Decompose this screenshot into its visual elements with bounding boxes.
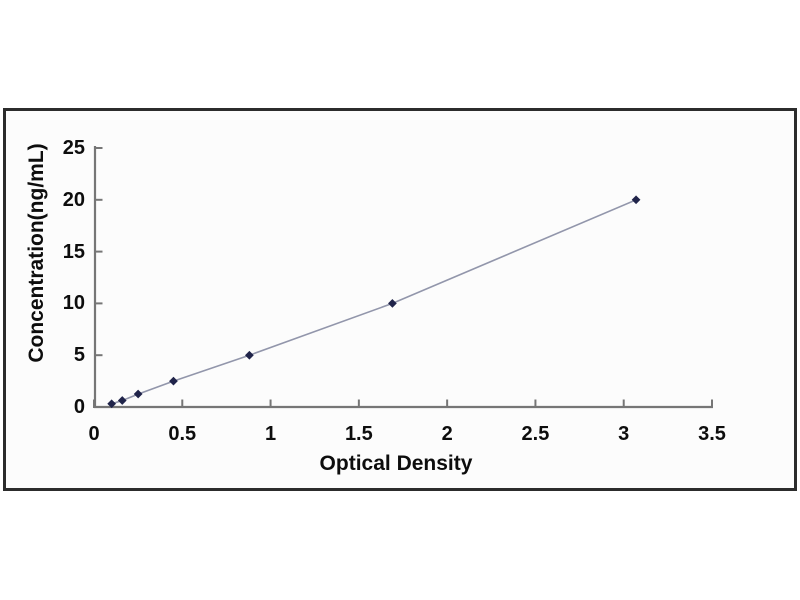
x-tick-label: 1 xyxy=(265,423,277,445)
x-tick-label: 0.5 xyxy=(168,423,197,445)
data-point-marker xyxy=(631,195,641,205)
y-tick-label: 25 xyxy=(62,137,85,159)
data-point-marker xyxy=(133,389,143,399)
data-point-marker xyxy=(169,376,178,386)
x-tick-label: 3 xyxy=(618,423,630,445)
data-point-marker xyxy=(117,396,127,405)
y-tick-label: 10 xyxy=(62,292,85,315)
y-tick-label: 20 xyxy=(62,188,85,211)
x-axis-title: Optical Density xyxy=(319,452,473,475)
standard-curve-chart xyxy=(93,146,713,409)
x-tick-label: 3.5 xyxy=(698,423,726,445)
y-axis-title: Concentration(ng/mL) xyxy=(25,143,48,363)
y-tick-label: 5 xyxy=(73,344,85,367)
x-tick-label: 1.5 xyxy=(344,423,373,445)
y-tick-label: 0 xyxy=(73,396,85,418)
figure-frame: 0 0.5 1 1.5 2 2.5 3 3.5 0 5 10 15 20 25 … xyxy=(3,108,797,491)
data-point-marker xyxy=(245,350,254,360)
data-point-marker xyxy=(388,299,397,308)
y-tick-label: 15 xyxy=(62,240,85,263)
x-tick-label: 2 xyxy=(441,423,453,445)
series-line xyxy=(111,199,637,405)
data-point-marker xyxy=(107,399,117,409)
x-tick-label: 0 xyxy=(88,423,100,445)
x-tick-label: 2.5 xyxy=(521,423,550,445)
